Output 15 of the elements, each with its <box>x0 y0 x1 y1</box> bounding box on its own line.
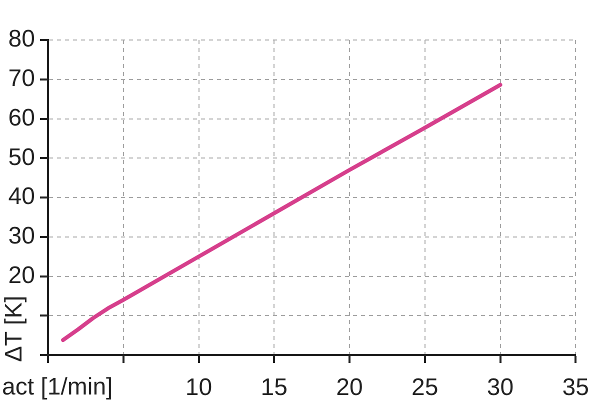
x-tick-label: 20 <box>336 374 363 402</box>
y-tick-label: 70 <box>8 65 35 92</box>
x-tick-label: 15 <box>260 374 288 402</box>
y-tick-label: 30 <box>8 222 35 250</box>
y-tick-label: 60 <box>8 104 35 132</box>
x-tick-label: 25 <box>412 374 438 402</box>
y-axis-title: ΔT [K] <box>0 296 28 362</box>
x-tick-label: 35 <box>562 374 590 402</box>
x-tick-label: 30 <box>486 374 514 402</box>
x-tick-label: 10 <box>185 374 212 402</box>
x-axis-title: act [1/min] <box>2 374 113 401</box>
y-tick-label: 50 <box>8 144 35 171</box>
y-tick-label: 20 <box>8 262 35 289</box>
y-tick-label: 40 <box>8 183 35 210</box>
y-tick-label: 80 <box>8 26 35 53</box>
